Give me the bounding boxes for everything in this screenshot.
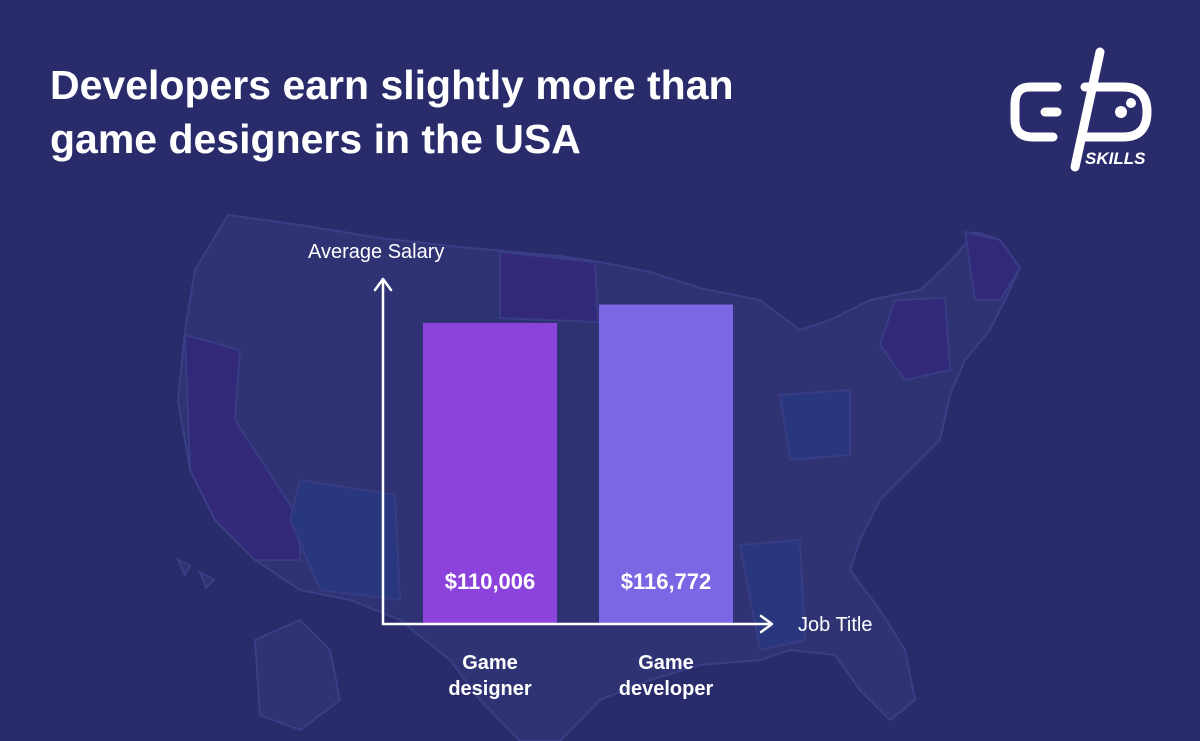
page-title: Developers earn slightly more than game … (50, 58, 930, 166)
state-shade-maine (963, 230, 1022, 301)
state-shade-midwest (778, 388, 851, 462)
title-line-1: Developers earn slightly more than (50, 62, 734, 108)
state-shade-southeast (738, 538, 807, 652)
bar-1 (599, 304, 733, 623)
y-axis-arrow-icon (373, 277, 393, 292)
logo-dot-icon (1126, 98, 1136, 108)
alaska-shape (253, 618, 342, 732)
axes (373, 277, 774, 634)
gd-skills-logo-icon (1010, 47, 1152, 172)
bar-value-label-0: $110,006 (445, 569, 536, 594)
logo-text: SKILLS (1085, 149, 1146, 168)
category-label-1-line-0: Game (638, 652, 694, 674)
x-axis-arrow-icon (759, 614, 774, 634)
bar-0 (423, 322, 557, 623)
title-line-2: game designers in the USA (50, 116, 581, 162)
category-label-0-line-1: designer (448, 678, 532, 700)
category-label-1-line-1: developer (619, 678, 714, 700)
state-shade-west (183, 333, 301, 561)
state-shade-southwest (288, 478, 402, 602)
hawaii-shape (176, 558, 216, 590)
bar-value-label-1: $116,772 (621, 569, 712, 594)
x-axis-title: Job Title (798, 614, 872, 636)
state-shade-northeast (878, 296, 952, 382)
logo-dot-icon (1115, 106, 1127, 118)
gd-skills-logo: SKILLS (1010, 47, 1152, 172)
state-shade-north (499, 250, 600, 324)
y-axis-title: Average Salary (308, 241, 444, 263)
category-label-0-line-0: Game (462, 652, 518, 674)
